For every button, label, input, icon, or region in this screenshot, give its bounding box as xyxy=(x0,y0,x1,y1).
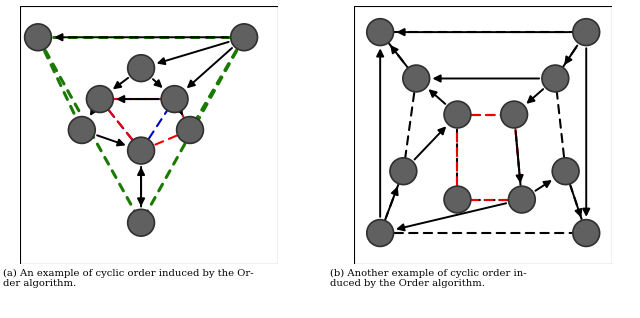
Circle shape xyxy=(552,158,579,185)
Circle shape xyxy=(508,186,535,213)
Circle shape xyxy=(573,19,600,45)
Circle shape xyxy=(573,220,600,246)
Circle shape xyxy=(390,158,417,185)
Circle shape xyxy=(403,65,429,92)
Circle shape xyxy=(500,101,527,128)
Circle shape xyxy=(127,137,154,164)
Circle shape xyxy=(367,19,394,45)
Circle shape xyxy=(127,209,154,236)
Circle shape xyxy=(25,24,51,51)
Circle shape xyxy=(367,220,394,246)
Circle shape xyxy=(542,65,569,92)
Circle shape xyxy=(127,55,154,82)
Circle shape xyxy=(161,86,188,113)
Text: (a) An example of cyclic order induced by the Or-
der algorithm.: (a) An example of cyclic order induced b… xyxy=(3,269,254,288)
Circle shape xyxy=(230,24,257,51)
Circle shape xyxy=(444,101,471,128)
Circle shape xyxy=(68,117,95,143)
Circle shape xyxy=(444,186,471,213)
Circle shape xyxy=(86,86,113,113)
Text: (b) Another example of cyclic order in-
duced by the Order algorithm.: (b) Another example of cyclic order in- … xyxy=(330,269,526,288)
Circle shape xyxy=(177,117,204,143)
